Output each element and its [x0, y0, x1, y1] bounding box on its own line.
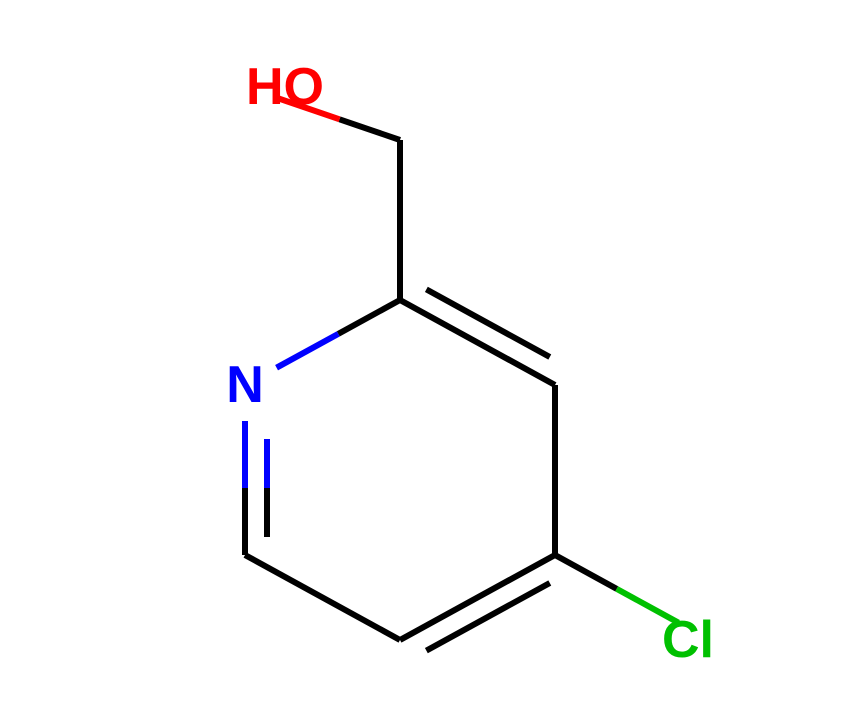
molecule-diagram: HO N Cl	[0, 0, 857, 710]
atom-label-n: N	[226, 356, 264, 414]
atom-label-o: HO	[246, 58, 324, 116]
atom-label-cl: Cl	[662, 611, 714, 669]
